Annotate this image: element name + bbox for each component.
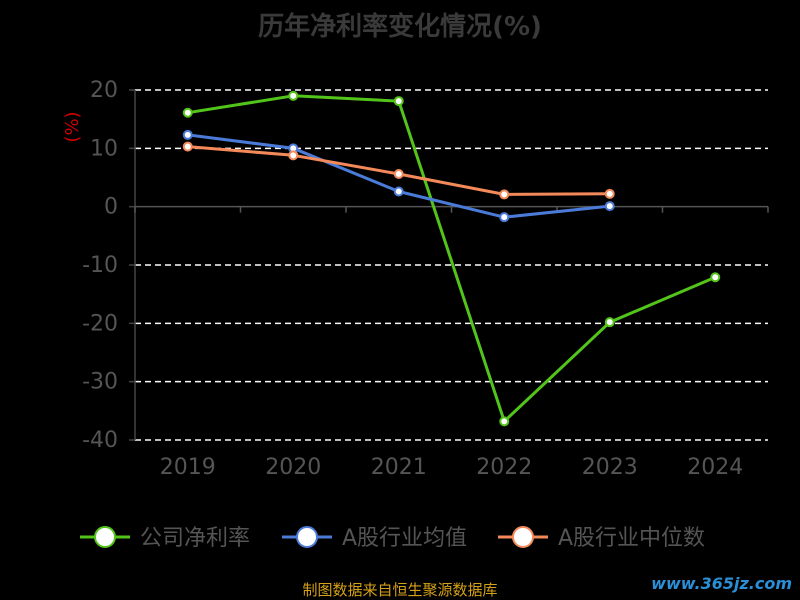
y-axis-label: (%) bbox=[62, 111, 83, 142]
legend-marker bbox=[296, 526, 318, 548]
legend-label: A股行业均值 bbox=[342, 526, 467, 551]
data-point bbox=[182, 141, 193, 152]
series-line bbox=[187, 94, 716, 423]
x-tick-label: 2023 bbox=[582, 455, 638, 480]
y-tick-label: -30 bbox=[82, 370, 118, 395]
data-point bbox=[710, 272, 721, 283]
data-point bbox=[393, 96, 404, 107]
data-point bbox=[499, 416, 510, 427]
x-tick-label: 2022 bbox=[476, 455, 532, 480]
legend-label: A股行业中位数 bbox=[558, 526, 705, 551]
legend-label: 公司净利率 bbox=[140, 526, 250, 551]
data-point bbox=[393, 169, 404, 179]
data-point bbox=[182, 107, 193, 118]
data-point bbox=[288, 90, 299, 101]
y-tick-label: -10 bbox=[82, 253, 118, 278]
y-tick-label: 20 bbox=[90, 78, 118, 103]
data-point bbox=[393, 186, 404, 197]
data-point bbox=[604, 317, 615, 328]
x-tick-label: 2024 bbox=[687, 455, 743, 480]
y-tick-label: -40 bbox=[82, 428, 118, 453]
x-tick-label: 2019 bbox=[160, 455, 216, 480]
x-tick-label: 2020 bbox=[265, 455, 321, 480]
data-point bbox=[499, 212, 510, 223]
y-tick-label: 0 bbox=[104, 195, 118, 220]
data-point bbox=[182, 129, 193, 140]
data-point bbox=[604, 201, 615, 212]
data-point bbox=[288, 150, 299, 161]
y-tick-label: 10 bbox=[90, 136, 118, 161]
chart-title: 历年净利率变化情况(%) bbox=[258, 12, 542, 42]
data-source-note: 制图数据来自恒生聚源数据库 bbox=[302, 581, 498, 599]
data-point bbox=[604, 188, 615, 199]
data-point bbox=[499, 189, 510, 200]
watermark: www.365jz.com bbox=[651, 574, 792, 593]
legend-marker bbox=[512, 526, 534, 548]
legend-marker bbox=[94, 526, 116, 548]
y-tick-label: -20 bbox=[82, 311, 118, 336]
x-tick-label: 2021 bbox=[371, 455, 427, 480]
